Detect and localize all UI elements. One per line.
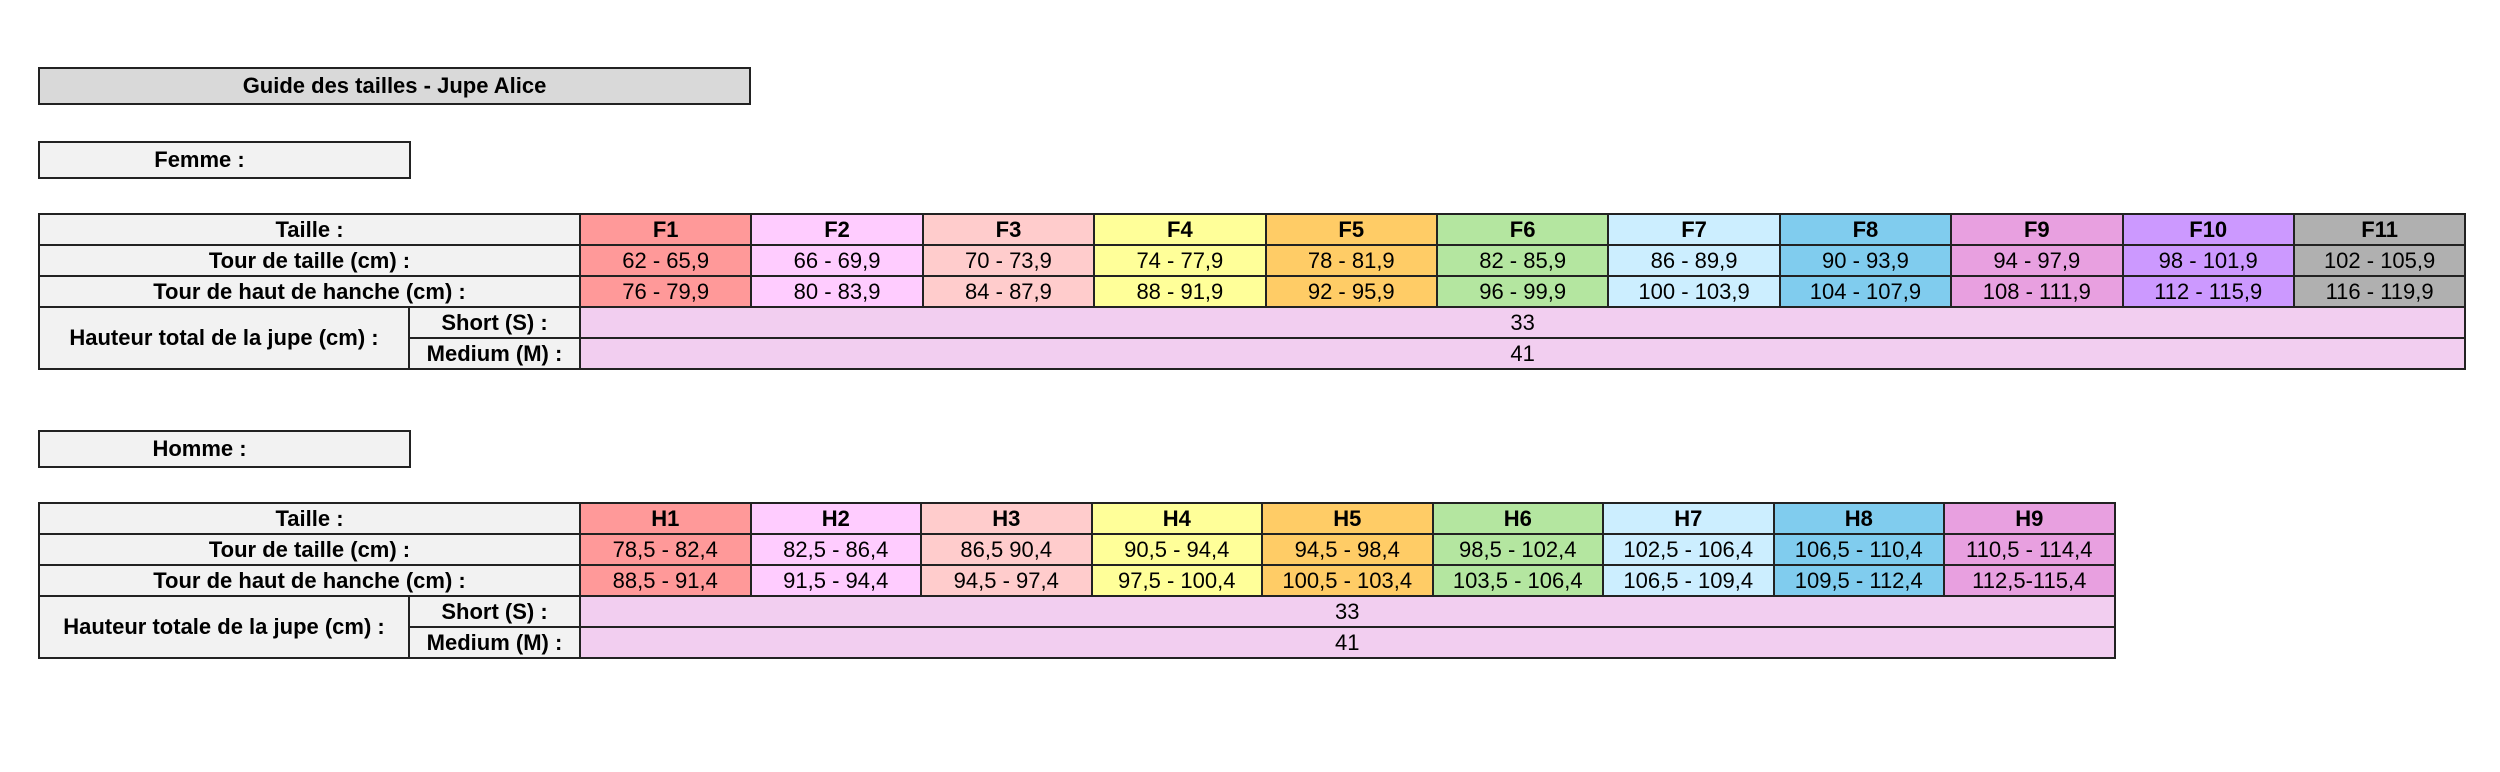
tour-hanche-cell: 116 - 119,9: [2292, 275, 2467, 308]
tour-taille-cell: 82 - 85,9: [1435, 244, 1610, 277]
size-code-cell: F9: [1950, 213, 2124, 246]
size-code-cell: F3: [921, 213, 1096, 246]
size-code-cell: H5: [1261, 502, 1434, 535]
size-code-cell: F11: [2292, 213, 2467, 246]
tour-taille-cell: 66 - 69,9: [750, 244, 924, 277]
tour-hanche-cell: 97,5 - 100,4: [1090, 564, 1263, 597]
tour-hanche-row-label: Tour de haut de hanche (cm) :: [38, 564, 581, 597]
hauteur-group-label: Hauteur totale de la jupe (cm) :: [38, 595, 410, 659]
tour-taille-row-label: Tour de taille (cm) :: [38, 244, 581, 277]
size-code-cell: F10: [2121, 213, 2295, 246]
hauteur-group-label: Hauteur total de la jupe (cm) :: [38, 306, 410, 370]
tour-taille-row-label: Tour de taille (cm) :: [38, 533, 581, 566]
tour-hanche-cell: 106,5 - 109,4: [1602, 564, 1775, 597]
tour-taille-cell: 90 - 93,9: [1778, 244, 1953, 277]
tour-hanche-cell: 104 - 107,9: [1778, 275, 1953, 308]
medium-value-cell: 41: [578, 337, 2467, 370]
short-label: Short (S) :: [408, 595, 581, 628]
size-code-cell: H2: [749, 502, 922, 535]
medium-label: Medium (M) :: [408, 626, 581, 659]
tour-hanche-cell: 100 - 103,9: [1607, 275, 1781, 308]
tour-hanche-cell: 92 - 95,9: [1264, 275, 1438, 308]
tour-hanche-cell: 88 - 91,9: [1093, 275, 1267, 308]
tour-taille-cell: 78 - 81,9: [1264, 244, 1438, 277]
tour-taille-cell: 98,5 - 102,4: [1431, 533, 1604, 566]
tour-taille-cell: 94 - 97,9: [1950, 244, 2124, 277]
medium-label: Medium (M) :: [408, 337, 581, 370]
tour-taille-cell: 86 - 89,9: [1607, 244, 1781, 277]
tour-hanche-cell: 100,5 - 103,4: [1261, 564, 1434, 597]
section-label-homme: Homme :: [38, 430, 411, 468]
table-row: Taille : H1 H2 H3 H4 H5 H6 H7 H8 H9: [38, 502, 2116, 535]
tour-hanche-cell: 96 - 99,9: [1435, 275, 1610, 308]
tour-hanche-cell: 112,5-115,4: [1943, 564, 2116, 597]
tour-taille-cell: 74 - 77,9: [1093, 244, 1267, 277]
size-code-cell: F1: [578, 213, 753, 246]
table-row: Tour de haut de hanche (cm) :88,5 - 91,4…: [38, 564, 2116, 597]
section-label-femme: Femme :: [38, 141, 411, 179]
tour-taille-cell: 82,5 - 86,4: [749, 533, 922, 566]
short-value-cell: 33: [578, 306, 2467, 339]
page-title: Guide des tailles - Jupe Alice: [38, 67, 751, 105]
size-table-homme: Taille : H1 H2 H3 H4 H5 H6 H7 H8 H9 Tour de taille…: [38, 502, 2116, 659]
taille-row-label: Taille :: [38, 502, 581, 535]
tour-hanche-cell: 112 - 115,9: [2121, 275, 2295, 308]
tour-taille-cell: 110,5 - 114,4: [1943, 533, 2116, 566]
size-code-cell: F6: [1435, 213, 1610, 246]
size-code-cell: H3: [920, 502, 1093, 535]
size-code-cell: F2: [750, 213, 924, 246]
size-code-cell: F4: [1093, 213, 1267, 246]
tour-taille-cell: 70 - 73,9: [921, 244, 1096, 277]
tour-hanche-cell: 109,5 - 112,4: [1772, 564, 1945, 597]
table-row: Tour de haut de hanche (cm) :76 - 79,9 80…: [38, 275, 2467, 308]
medium-value-cell: 41: [579, 626, 2116, 659]
table-row: Taille : F1 F2 F3 F4 F5 F6 F7 F8 F9 F10 F11: [38, 213, 2467, 246]
table-row: Tour de taille (cm) :62 - 65,9 66 - 69,9 7…: [38, 244, 2467, 277]
size-code-cell: H8: [1772, 502, 1945, 535]
size-code-cell: F5: [1264, 213, 1438, 246]
tour-taille-cell: 102 - 105,9: [2292, 244, 2467, 277]
section-label-homme-text: Homme :: [152, 436, 247, 461]
tour-hanche-cell: 76 - 79,9: [578, 275, 753, 308]
size-code-cell: F7: [1607, 213, 1781, 246]
tour-hanche-row-label: Tour de haut de hanche (cm) :: [38, 275, 581, 308]
size-code-cell: H4: [1090, 502, 1263, 535]
tour-hanche-cell: 103,5 - 106,4: [1431, 564, 1604, 597]
table-row: Tour de taille (cm) :78,5 - 82,4 82,5 - 8…: [38, 533, 2116, 566]
tour-taille-cell: 86,5 90,4: [920, 533, 1093, 566]
tour-hanche-cell: 108 - 111,9: [1950, 275, 2124, 308]
size-code-cell: H1: [579, 502, 752, 535]
table-row: Hauteur total de la jupe (cm) : Short (S)…: [38, 306, 2467, 370]
tour-hanche-cell: 94,5 - 97,4: [920, 564, 1093, 597]
size-table-femme: Taille : F1 F2 F3 F4 F5 F6 F7 F8 F9 F10 F11 Tour de …: [38, 213, 2467, 370]
table-row: Hauteur totale de la jupe (cm) : Short (S…: [38, 595, 2116, 659]
table-row: Medium (M) :41: [39, 337, 2467, 370]
tour-hanche-cell: 91,5 - 94,4: [749, 564, 922, 597]
table-row: Medium (M) :41: [39, 626, 2116, 659]
size-code-cell: H9: [1943, 502, 2116, 535]
tour-taille-cell: 90,5 - 94,4: [1090, 533, 1263, 566]
tour-taille-cell: 98 - 101,9: [2121, 244, 2295, 277]
section-label-femme-text: Femme :: [154, 147, 245, 172]
size-code-cell: F8: [1778, 213, 1953, 246]
size-code-cell: H7: [1602, 502, 1775, 535]
tour-taille-cell: 102,5 - 106,4: [1602, 533, 1775, 566]
taille-row-label: Taille :: [38, 213, 581, 246]
tour-taille-cell: 94,5 - 98,4: [1261, 533, 1434, 566]
tour-hanche-cell: 80 - 83,9: [750, 275, 924, 308]
tour-hanche-cell: 88,5 - 91,4: [579, 564, 752, 597]
tour-taille-cell: 78,5 - 82,4: [579, 533, 752, 566]
page-title-text: Guide des tailles - Jupe Alice: [242, 73, 547, 98]
size-code-cell: H6: [1431, 502, 1604, 535]
tour-taille-cell: 62 - 65,9: [578, 244, 753, 277]
short-value-cell: 33: [579, 595, 2116, 628]
short-label: Short (S) :: [408, 306, 581, 339]
tour-hanche-cell: 84 - 87,9: [921, 275, 1096, 308]
tour-taille-cell: 106,5 - 110,4: [1772, 533, 1945, 566]
